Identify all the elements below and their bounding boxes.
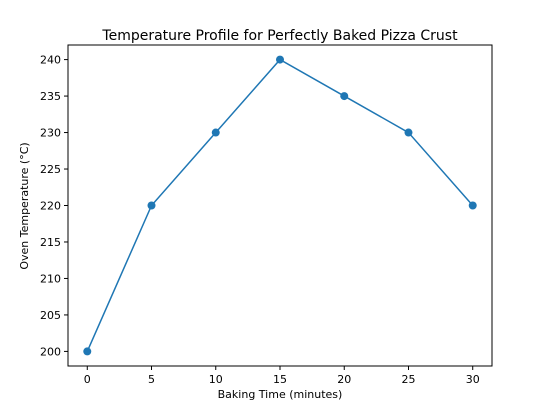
y-tick-label: 205 bbox=[40, 309, 61, 322]
data-point bbox=[83, 347, 92, 356]
data-point bbox=[147, 201, 156, 210]
y-axis-label: Oven Temperature (°C) bbox=[18, 142, 31, 269]
y-tick-label: 210 bbox=[40, 272, 61, 285]
y-tick-label: 240 bbox=[40, 54, 61, 67]
series-line bbox=[86, 58, 474, 352]
plot-frame bbox=[67, 44, 493, 367]
data-point bbox=[404, 128, 413, 137]
y-tick-label: 230 bbox=[40, 127, 61, 140]
chart-title: Temperature Profile for Perfectly Baked … bbox=[101, 28, 458, 44]
x-tick-label: 5 bbox=[148, 373, 155, 386]
x-tick-label: 30 bbox=[466, 373, 480, 386]
data-point bbox=[468, 201, 477, 210]
y-tick-label: 235 bbox=[40, 90, 61, 103]
x-tick-label: 20 bbox=[337, 373, 351, 386]
x-axis-label: Baking Time (minutes) bbox=[218, 388, 343, 401]
y-tick-label: 200 bbox=[40, 345, 61, 358]
data-point bbox=[276, 55, 284, 64]
y-tick-label: 215 bbox=[40, 236, 61, 249]
y-tick-label: 225 bbox=[40, 163, 61, 176]
x-tick-label: 15 bbox=[273, 373, 287, 386]
plot-area: 0 5 10 15 20 25 30 200 205 210 215 220 225 230 235 240 bbox=[40, 44, 493, 386]
data-point bbox=[211, 128, 220, 137]
data-point bbox=[340, 92, 349, 101]
x-tick-label: 25 bbox=[401, 373, 415, 386]
x-tick-label: 0 bbox=[84, 373, 91, 386]
y-tick-label: 220 bbox=[40, 200, 61, 213]
x-tick-label: 10 bbox=[209, 373, 223, 386]
